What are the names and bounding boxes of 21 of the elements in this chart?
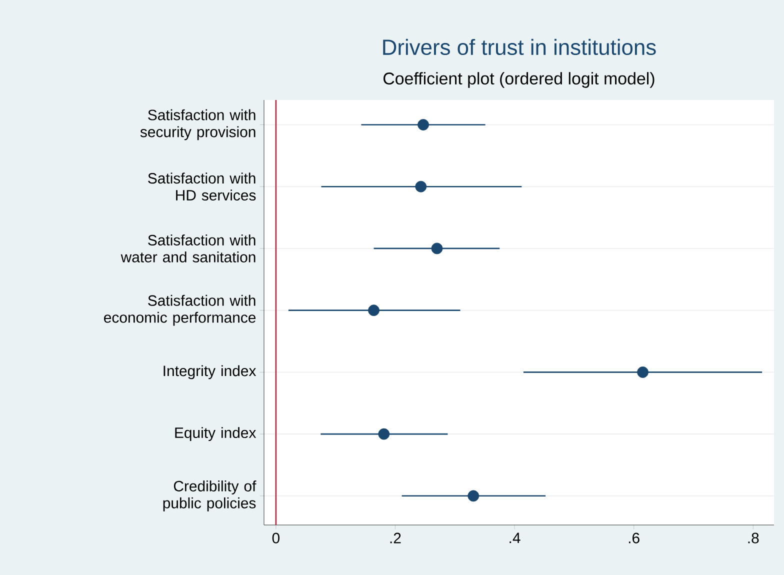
x-tick-label: 0 <box>272 532 280 544</box>
y-tick-label: Credibility of public policies <box>163 480 256 512</box>
x-tick-label: .8 <box>748 532 759 544</box>
point <box>418 119 429 130</box>
x-tick-label: .4 <box>510 532 520 544</box>
y-tick-label: Satisfaction with security provision <box>140 109 256 140</box>
y-tick-label: Integrity index <box>164 365 256 380</box>
point <box>368 304 380 316</box>
x-tick-label: .6 <box>628 532 640 544</box>
point <box>431 242 443 254</box>
y-tick-label: Equity index <box>175 427 256 442</box>
point <box>637 366 648 378</box>
point <box>378 428 390 440</box>
y-tick-label: Satisfaction with economic performance <box>104 294 256 326</box>
chart-subtitle: Coefficient plot (ordered logit model) <box>384 72 654 88</box>
y-tick-label: Satisfaction with HD services <box>148 172 256 201</box>
y-tick-label: Satisfaction with water and sanitation <box>120 234 256 262</box>
chart-title: Drivers of trust in institutions <box>383 38 656 56</box>
x-tick-label: .2 <box>390 532 401 544</box>
point <box>468 490 480 502</box>
point <box>415 180 427 192</box>
